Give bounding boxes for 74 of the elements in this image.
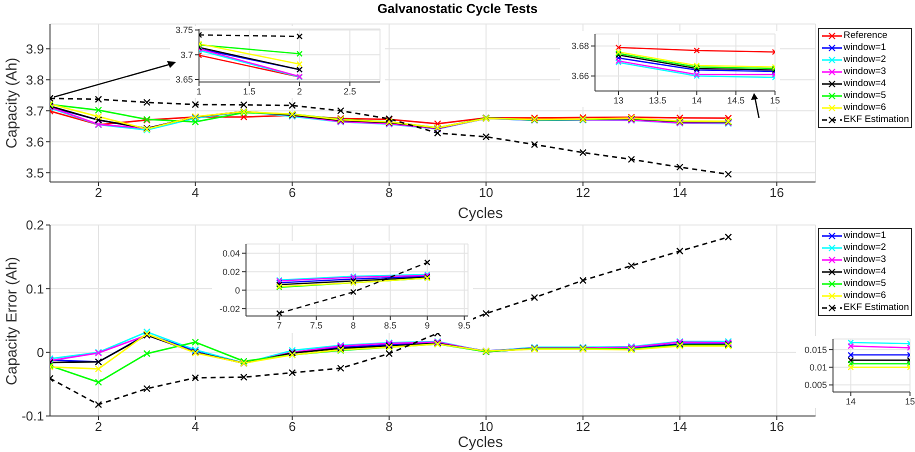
y-tick-label: 3.65 <box>175 74 193 85</box>
legend-label: window=1 <box>844 230 886 242</box>
y-axis-title: Capacity Error (Ah) <box>4 256 20 385</box>
x-tick-label: 6 <box>288 185 296 200</box>
y-tick-label: -0.1 <box>22 408 44 424</box>
y-tick-label: 0.2 <box>26 218 44 233</box>
x-tick-label: 12 <box>576 419 590 434</box>
x-tick-label: 7 <box>276 320 282 330</box>
y-tick-label: 3.75 <box>175 25 193 36</box>
y-tick-label: 0.1 <box>26 281 44 296</box>
y-tick-label: 3.66 <box>571 71 589 82</box>
y-tick-label: 3.7 <box>180 50 193 60</box>
x-tick-label: 10 <box>478 185 494 200</box>
x-tick-label: 2 <box>94 185 102 200</box>
x-axis-title: Cycles <box>456 434 504 451</box>
y-tick-label: 3.8 <box>26 72 44 88</box>
y-tick-label: 3.68 <box>571 41 589 52</box>
legend-label: EKF Estimation <box>844 114 909 126</box>
x-tick-label: 13 <box>613 95 624 106</box>
y-tick-label: 3.9 <box>26 41 44 56</box>
x-axis-title: Cycles <box>458 205 503 222</box>
x-tick-label: 8 <box>386 419 393 434</box>
x-tick-label: 8 <box>386 185 393 200</box>
y-tick-label: 0 <box>234 285 240 296</box>
x-tick-label: 12 <box>576 185 590 200</box>
y-tick-label: 0.005 <box>804 380 827 390</box>
x-tick-label: 16 <box>770 185 784 200</box>
x-tick-label: 14.5 <box>727 95 745 106</box>
legend-label: window=5 <box>844 90 886 102</box>
legend-label: window=4 <box>844 78 886 90</box>
legend-label: Reference <box>844 30 888 42</box>
x-tick-label: 15 <box>770 95 780 106</box>
y-tick-label: 0.04 <box>222 248 240 258</box>
legend-label: window=2 <box>844 54 886 66</box>
chart-title: Galvanostatic Cycle Tests <box>376 1 539 16</box>
x-tick-label: 13.5 <box>648 95 666 106</box>
x-tick-label: 2 <box>297 86 302 96</box>
x-tick-label: 7.5 <box>310 320 323 330</box>
x-tick-label: 2.5 <box>344 86 356 96</box>
x-tick-label: 10 <box>478 419 494 434</box>
y-tick-label: 0 <box>36 344 44 360</box>
x-tick-label: 14 <box>692 95 702 106</box>
legend-label: window=3 <box>844 66 886 78</box>
x-tick-label: 15 <box>904 396 915 406</box>
legend-label: window=2 <box>844 242 886 254</box>
x-tick-label: 1.5 <box>243 86 256 96</box>
legend-label: window=1 <box>844 42 886 54</box>
y-tick-label: 0.015 <box>804 344 827 355</box>
y-tick-label: -0.02 <box>219 304 240 314</box>
y-tick-label: 0.01 <box>809 362 827 372</box>
y-tick-label: 3.7 <box>26 103 44 118</box>
x-tick-label: 9.5 <box>458 320 471 330</box>
legend-label: EKF Estimation <box>844 302 909 314</box>
legend-label: window=4 <box>844 266 886 278</box>
x-tick-label: 8.5 <box>384 320 397 330</box>
x-tick-label: 4 <box>192 419 199 434</box>
x-tick-label: 2 <box>94 419 102 434</box>
x-tick-label: 14 <box>672 419 688 434</box>
x-tick-label: 16 <box>770 419 784 434</box>
legend-label: window=6 <box>844 290 886 302</box>
x-tick-label: 14 <box>672 185 688 200</box>
y-tick-label: 3.5 <box>26 165 44 180</box>
x-tick-label: 9 <box>424 320 430 330</box>
legend-label: window=6 <box>844 102 886 114</box>
y-tick-label: 3.6 <box>26 134 44 150</box>
x-tick-label: 6 <box>288 419 296 434</box>
x-tick-label: 14 <box>846 396 856 406</box>
x-tick-label: 8 <box>350 320 356 330</box>
x-tick-label: 1 <box>196 86 202 96</box>
legend-label: window=5 <box>844 278 886 290</box>
y-tick-label: 0.02 <box>222 266 240 277</box>
x-tick-label: 4 <box>192 185 199 200</box>
y-axis-title: Capacity (Ah) <box>4 58 20 148</box>
legend-label: window=3 <box>844 254 886 266</box>
